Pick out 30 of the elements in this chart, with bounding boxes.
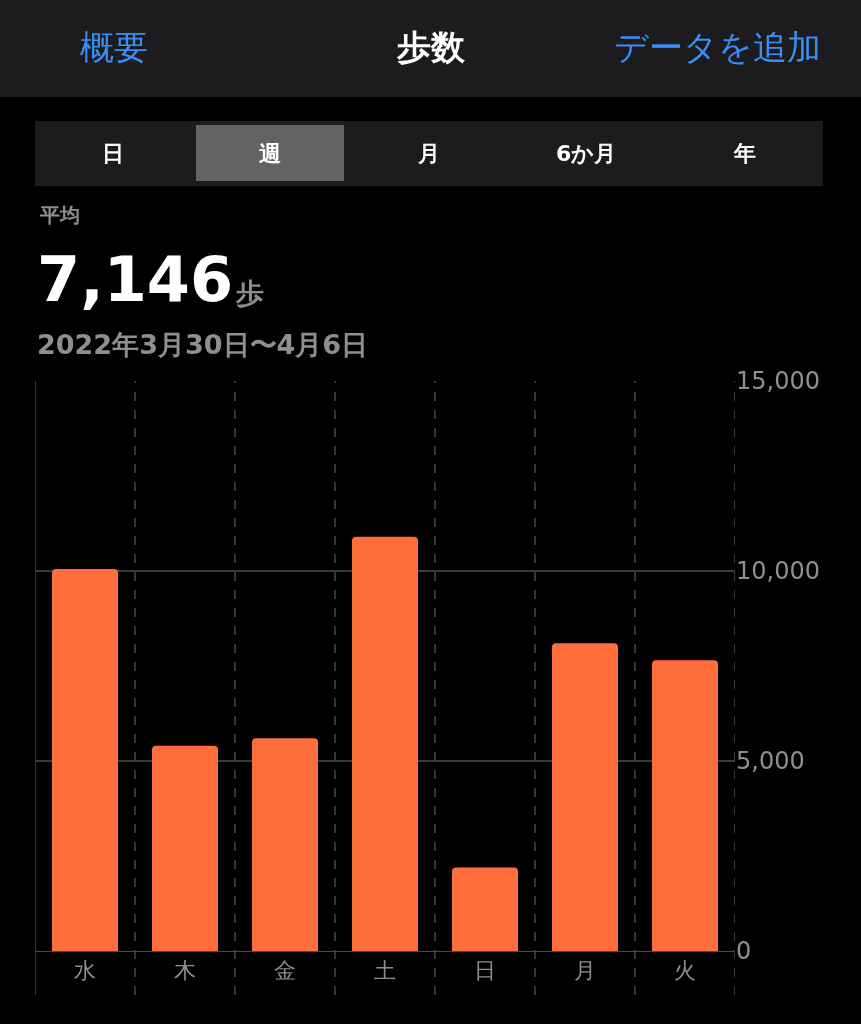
bar <box>452 867 518 951</box>
text: 概要 <box>80 27 148 67</box>
y-tick-label: 10,000 <box>736 557 820 586</box>
chart-title: 歩数 <box>395 26 466 67</box>
bar <box>552 643 618 951</box>
bar <box>52 569 118 951</box>
y-tick-label: 5,000 <box>736 747 805 776</box>
y-tick-label: 15,000 <box>736 367 820 396</box>
text: 日 <box>102 141 124 166</box>
text: 年 <box>733 141 756 166</box>
text: 歩 <box>235 277 264 310</box>
x-tick-label: 金 <box>274 958 296 984</box>
bar <box>252 738 318 951</box>
text: 2022年3月30日〜4月6日 <box>37 329 369 360</box>
text: 平均 <box>39 203 80 227</box>
x-tick-label: 木 <box>174 958 196 984</box>
bar <box>652 660 718 951</box>
text: データを追加 <box>614 27 821 67</box>
text: 6か月 <box>556 141 617 166</box>
text: 7,146 <box>37 243 234 316</box>
y-tick-label: 0 <box>736 937 752 966</box>
x-tick-label: 水 <box>74 958 96 984</box>
x-tick-label: 月 <box>574 958 596 984</box>
x-tick-label: 土 <box>374 958 396 984</box>
bar <box>152 745 218 951</box>
x-tick-label: 日 <box>474 958 496 984</box>
text: 週 <box>259 141 281 166</box>
bar <box>352 536 418 951</box>
x-tick-label: 火 <box>674 958 696 984</box>
text: 月 <box>417 141 440 166</box>
